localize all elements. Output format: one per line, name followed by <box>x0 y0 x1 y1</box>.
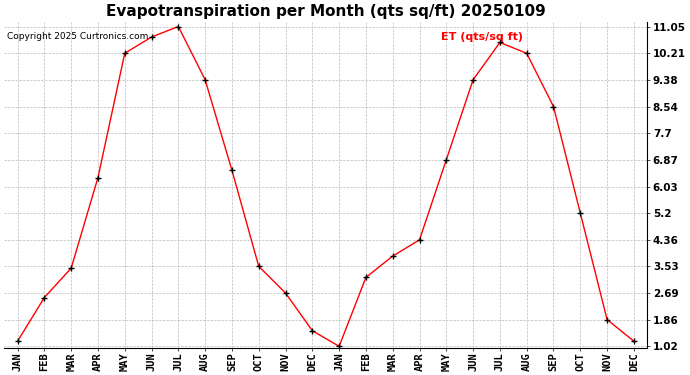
Title: Evapotranspiration per Month (qts sq/ft) 20250109: Evapotranspiration per Month (qts sq/ft)… <box>106 4 546 19</box>
Text: Copyright 2025 Curtronics.com: Copyright 2025 Curtronics.com <box>8 32 149 40</box>
Text: ET (qts/sq ft): ET (qts/sq ft) <box>442 32 524 42</box>
